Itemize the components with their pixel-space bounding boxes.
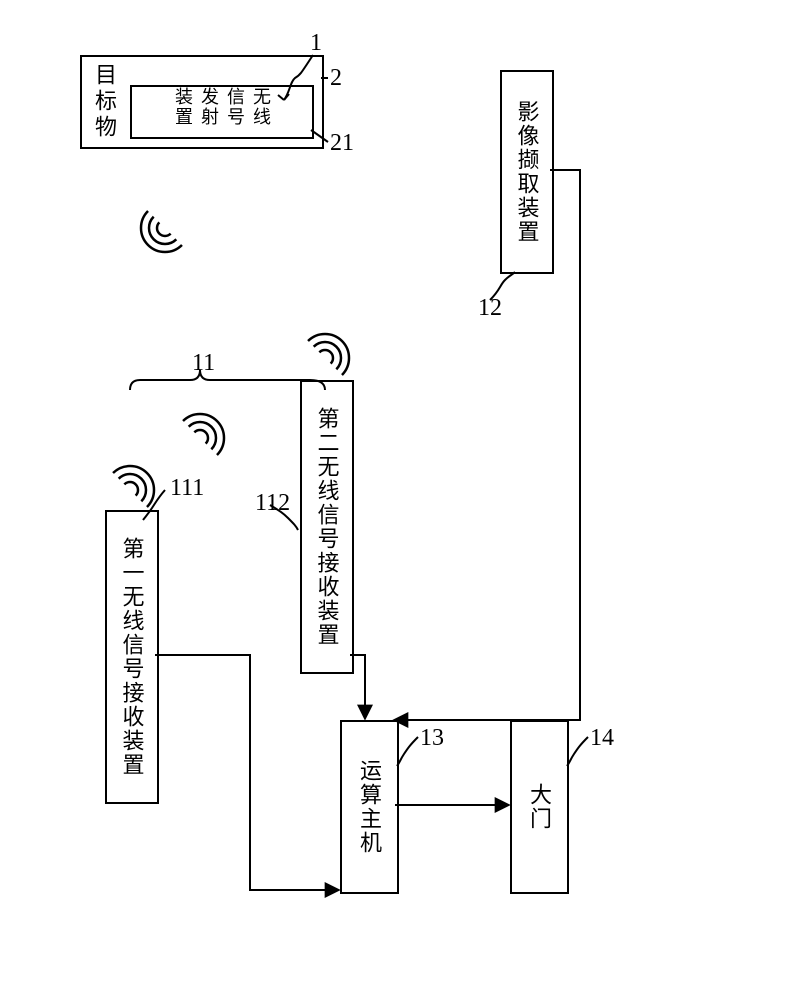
wifi-icon [131,211,182,262]
node-host-label: 运算主机 [353,759,386,855]
node-host: 运算主机 [340,720,399,894]
node-cam-label: 影像撷取装置 [511,100,544,244]
diagram-stage: 目标物 无线信号发射装置 第一无线信号接收装置 第二无线信号接收装置 影像撷取装… [0,0,810,1000]
label-13: 13 [420,725,444,752]
wifi-icon [308,324,359,375]
node-gate-label: 大门 [523,783,556,831]
node-target-label: 目标物 [88,63,120,141]
label-11: 11 [192,350,215,377]
node-transmitter-label: 无线信号发射装置 [170,87,274,137]
label-2: 2 [330,65,342,92]
node-gate: 大门 [510,720,569,894]
node-rx2-label: 第二无线信号接收装置 [311,407,344,647]
overlay-svg [0,0,810,1000]
node-transmitter: 无线信号发射装置 [130,85,314,139]
label-21: 21 [330,130,354,157]
label-112: 112 [255,490,290,517]
wifi-icon [113,456,164,507]
label-111: 111 [170,475,204,502]
label-14: 14 [590,725,614,752]
node-rx1: 第一无线信号接收装置 [105,510,159,804]
node-cam: 影像撷取装置 [500,70,554,274]
node-rx1-label: 第一无线信号接收装置 [116,537,149,777]
label-1: 1 [310,30,322,57]
label-12: 12 [478,295,502,322]
wifi-icon [183,404,234,455]
node-rx2: 第二无线信号接收装置 [300,380,354,674]
